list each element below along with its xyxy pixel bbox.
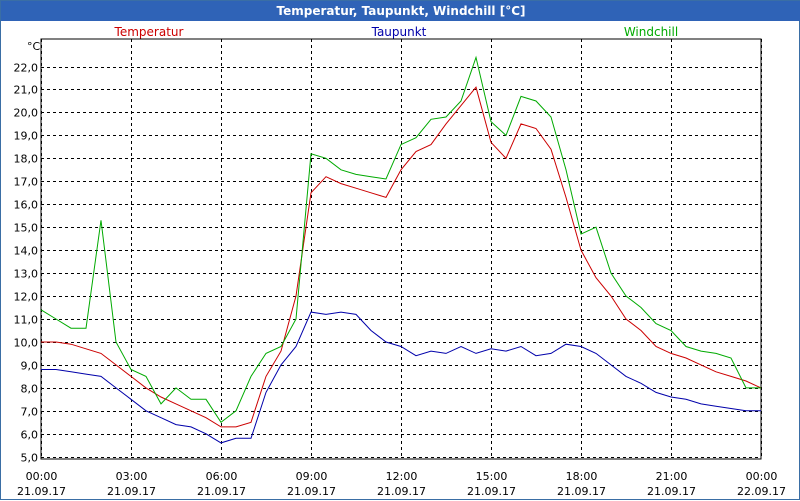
x-tick-date-label: 21.09.17: [647, 485, 696, 498]
x-tick-date-label: 21.09.17: [197, 485, 246, 498]
y-tick-label: 9,0: [21, 360, 39, 373]
legend-windchill: Windchill: [624, 25, 678, 39]
series-line-windchill: [40, 55, 761, 424]
x-tick-date-label: 21.09.17: [107, 485, 156, 498]
y-tick-label: 20,0: [14, 107, 39, 120]
y-tick-label: 10,0: [14, 337, 39, 350]
y-tick-label: 7,0: [21, 406, 39, 419]
x-tick-time-label: 06:00: [206, 470, 238, 483]
y-tick-label: 14,0: [14, 245, 39, 258]
legend-temperatur: Temperatur: [114, 25, 184, 39]
series-line-temperatur: [41, 86, 762, 428]
x-tick-time-label: 12:00: [386, 470, 418, 483]
x-tick-time-label: 00:00: [26, 470, 58, 483]
y-tick-label: 12,0: [14, 291, 39, 304]
window-title: Temperatur, Taupunkt, Windchill [°C]: [1, 1, 800, 21]
x-tick-time-label: 21:00: [656, 470, 688, 483]
y-tick-label: 11,0: [14, 314, 39, 327]
x-tick-time-label: 09:00: [296, 470, 328, 483]
y-tick-label: 22,0: [14, 62, 39, 75]
x-tick-date-label: 22.09.17: [737, 485, 786, 498]
x-tick-date-label: 21.09.17: [17, 485, 66, 498]
y-tick-label: 21,0: [14, 84, 39, 97]
y-axis-unit-label: °C: [27, 40, 41, 53]
x-tick-time-label: 15:00: [476, 470, 508, 483]
y-tick-label: 5,0: [21, 452, 39, 465]
x-tick-time-label: 18:00: [566, 470, 598, 483]
y-tick-label: 17,0: [14, 176, 39, 189]
x-tick-time-label: 00:00: [746, 470, 778, 483]
y-tick-label: 19,0: [14, 130, 39, 143]
y-tick-label: 18,0: [14, 153, 39, 166]
y-tick-label: 16,0: [14, 199, 39, 212]
x-tick-date-label: 21.09.17: [377, 485, 426, 498]
y-tick-label: 6,0: [21, 429, 39, 442]
x-tick-time-label: 03:00: [116, 470, 148, 483]
y-tick-label: 13,0: [14, 268, 39, 281]
x-tick-date-label: 21.09.17: [557, 485, 606, 498]
y-tick-label: 15,0: [14, 222, 39, 235]
x-tick-date-label: 21.09.17: [287, 485, 336, 498]
legend-taupunkt: Taupunkt: [371, 25, 427, 39]
series-line-taupunkt: [41, 311, 761, 444]
y-tick-label: 8,0: [21, 383, 39, 396]
x-tick-date-label: 21.09.17: [467, 485, 516, 498]
